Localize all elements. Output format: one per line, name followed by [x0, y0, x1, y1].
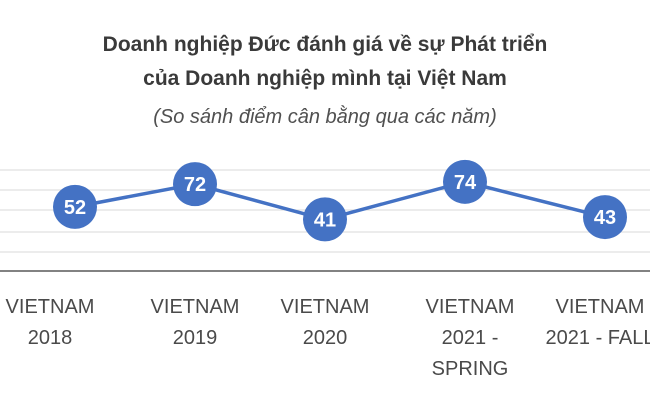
category-label: VIETNAM 2020: [280, 296, 370, 349]
data-point-marker: [303, 197, 347, 242]
category-label: VIETNAM 2021 - FALL: [545, 296, 650, 349]
category-label: VIETNAM 2019: [150, 296, 240, 349]
data-point-marker: [443, 159, 487, 204]
data-label: 41: [314, 209, 336, 231]
data-label: 52: [64, 197, 86, 219]
chart-subtitle: (So sánh điểm cân bằng qua các năm): [153, 106, 497, 128]
data-label: 72: [184, 174, 206, 196]
chart-title-line-1: Doanh nghiệp Đức đánh giá về sự Phát tri…: [102, 33, 548, 56]
data-point-marker: [173, 162, 217, 207]
data-point-3: 74: [443, 159, 487, 204]
data-label: 74: [454, 172, 477, 194]
category-label: VIETNAM 2018: [5, 296, 95, 349]
data-point-4: 43: [583, 195, 627, 240]
category-label: VIETNAM 2021 - SPRING: [425, 296, 515, 380]
data-point-marker: [53, 184, 97, 229]
data-point-0: 52: [53, 184, 97, 229]
data-point-marker: [583, 195, 627, 240]
data-point-1: 72: [173, 162, 217, 207]
data-point-2: 41: [303, 197, 347, 242]
chart-title-line-2: của Doanh nghiệp mình tại Việt Nam: [143, 67, 507, 90]
data-label: 43: [594, 207, 616, 229]
data-points: 52 72 41 74 43: [53, 159, 627, 242]
